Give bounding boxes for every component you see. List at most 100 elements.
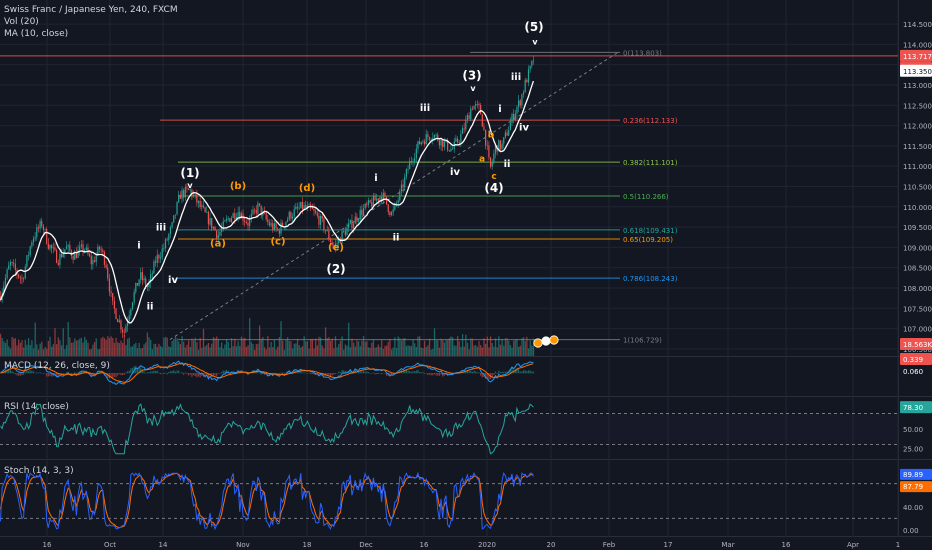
volume-bar bbox=[247, 345, 249, 356]
macd-histogram-bar bbox=[288, 370, 290, 374]
macd-histogram-bar bbox=[21, 373, 23, 376]
macd-histogram-bar bbox=[407, 370, 409, 374]
candle-body bbox=[173, 215, 175, 223]
macd-histogram-bar bbox=[521, 371, 523, 374]
macd-indicator-label[interactable]: MACD (12, 26, close, 9) bbox=[4, 361, 110, 371]
volume-bar bbox=[249, 318, 251, 356]
price-tag-bg bbox=[900, 49, 932, 62]
price-tick-label: 108.000 bbox=[903, 285, 932, 293]
volume-bar bbox=[77, 340, 79, 356]
symbol-title[interactable]: Swiss Franc / Japanese Yen, 240, FXCM bbox=[4, 5, 178, 15]
candle-body bbox=[362, 208, 365, 215]
rsi-tick-label: 50.00 bbox=[903, 426, 923, 434]
volume-bar bbox=[245, 346, 248, 356]
stoch-indicator-label[interactable]: Stoch (14, 3, 3) bbox=[4, 466, 74, 476]
volume-bar bbox=[513, 340, 515, 356]
macd-histogram-bar bbox=[138, 367, 140, 374]
candle-body bbox=[478, 103, 480, 106]
macd-histogram-bar bbox=[518, 368, 520, 374]
volume-bar bbox=[8, 346, 10, 356]
macd-histogram-bar bbox=[254, 371, 256, 374]
candle-body bbox=[138, 279, 140, 286]
candle-body bbox=[455, 138, 457, 142]
volume-bar bbox=[105, 339, 107, 356]
candle-body bbox=[433, 135, 436, 138]
volume-bar bbox=[344, 344, 347, 356]
volume-bar bbox=[244, 337, 246, 356]
volume-bar bbox=[14, 338, 17, 356]
volume-bar bbox=[283, 349, 285, 356]
candle-body bbox=[305, 205, 307, 208]
rsi-indicator-label[interactable]: RSI (14, close) bbox=[4, 402, 69, 412]
candle-body bbox=[143, 278, 145, 281]
fib-levels[interactable]: 0(113.803) 0.236(112.133) 0.382(111.101) 0.… bbox=[160, 49, 678, 345]
candle-body bbox=[280, 222, 282, 234]
volume-bar bbox=[503, 345, 505, 356]
candle-body bbox=[419, 141, 421, 145]
candle-body bbox=[13, 262, 15, 264]
candle-body bbox=[227, 218, 229, 220]
price-axis[interactable]: 114.500114.000113.500113.000112.500112.0… bbox=[903, 21, 932, 535]
volume-bar bbox=[230, 337, 233, 356]
volume-bar bbox=[475, 345, 477, 356]
volume-bar bbox=[0, 333, 2, 356]
candle-body bbox=[475, 104, 477, 106]
candle-body bbox=[273, 223, 275, 230]
volume-bar bbox=[131, 346, 134, 356]
macd-histogram-bar bbox=[112, 373, 114, 379]
macd-histogram-bar bbox=[414, 371, 416, 374]
candle-body bbox=[336, 243, 338, 244]
volume-bar bbox=[522, 337, 525, 356]
wave-label: (d) bbox=[299, 183, 315, 194]
volume-bar bbox=[415, 346, 417, 356]
event-icons[interactable] bbox=[533, 335, 559, 348]
candle-body bbox=[92, 260, 94, 265]
candle-body bbox=[26, 255, 28, 267]
candle-body bbox=[212, 226, 214, 229]
volume-bar bbox=[333, 348, 335, 356]
candle-body bbox=[291, 216, 294, 219]
trendline[interactable] bbox=[0, 51, 898, 341]
macd-histogram-bar bbox=[148, 371, 150, 374]
candle-body bbox=[371, 202, 373, 207]
volume-bar bbox=[27, 338, 30, 356]
macd-histogram-bar bbox=[488, 373, 490, 380]
volume-bar bbox=[529, 340, 531, 356]
macd-histogram-bar bbox=[442, 373, 444, 377]
volume-bar bbox=[82, 342, 84, 356]
macd-histogram-bar bbox=[64, 373, 66, 374]
ma-indicator-label[interactable]: MA (10, close) bbox=[4, 29, 69, 39]
macd-histogram-bar bbox=[371, 373, 373, 374]
candle-body bbox=[216, 230, 218, 239]
volume-bar bbox=[343, 349, 345, 356]
candle-body bbox=[485, 129, 487, 146]
candle-body bbox=[270, 223, 272, 226]
volume-bar bbox=[103, 338, 106, 356]
candle-body bbox=[151, 273, 153, 275]
candle-body bbox=[221, 228, 223, 232]
candle-body bbox=[361, 209, 363, 215]
volume-bar bbox=[211, 343, 213, 356]
candle-body bbox=[265, 213, 267, 220]
volume-bar bbox=[491, 343, 493, 356]
macd-histogram-bar bbox=[120, 373, 122, 376]
candle-body bbox=[328, 230, 330, 240]
wave-label: (5) bbox=[524, 20, 543, 34]
candle-body bbox=[156, 254, 158, 263]
macd-histogram-bar bbox=[296, 371, 299, 374]
macd-histogram-bar bbox=[150, 371, 152, 374]
candle-body bbox=[117, 318, 119, 323]
volume-bar bbox=[456, 336, 459, 356]
candle-body bbox=[128, 315, 130, 322]
vol-indicator-label[interactable]: Vol (20) bbox=[4, 17, 39, 27]
volume-bar bbox=[257, 343, 259, 356]
candle-body bbox=[516, 107, 518, 114]
candle-body bbox=[504, 132, 506, 138]
volume-bar bbox=[384, 345, 386, 356]
volume-bar bbox=[179, 344, 182, 356]
time-axis[interactable]: 16 Oct 14 Nov 18 Dec 16 2020 20 Feb 17 Mar 16 Apr 1 bbox=[43, 541, 901, 549]
volume-bar bbox=[146, 332, 149, 356]
candle-body bbox=[460, 133, 462, 143]
macd-histogram-bar bbox=[242, 372, 244, 374]
